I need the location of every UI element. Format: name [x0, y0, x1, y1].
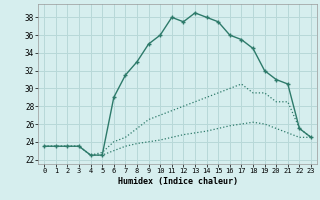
X-axis label: Humidex (Indice chaleur): Humidex (Indice chaleur): [118, 177, 238, 186]
